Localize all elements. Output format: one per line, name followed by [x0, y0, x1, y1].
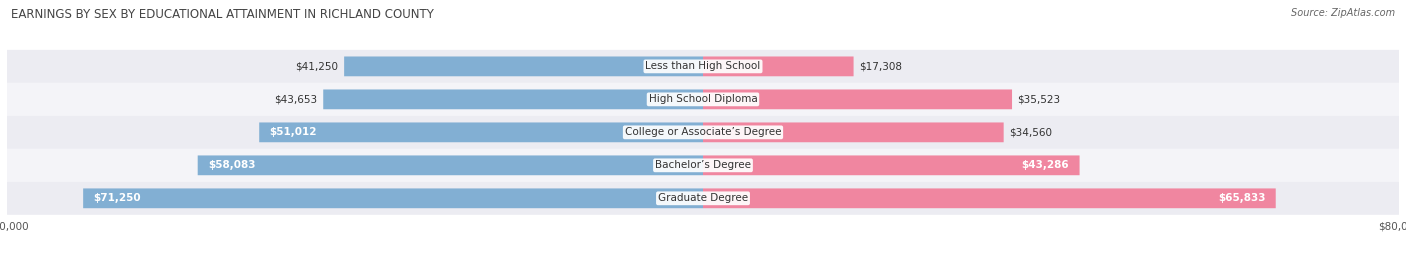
Text: Less than High School: Less than High School	[645, 61, 761, 71]
Text: $71,250: $71,250	[94, 193, 141, 203]
Text: Bachelor’s Degree: Bachelor’s Degree	[655, 160, 751, 170]
Text: $35,523: $35,523	[1018, 94, 1060, 104]
FancyBboxPatch shape	[7, 116, 1399, 149]
Text: $65,833: $65,833	[1218, 193, 1265, 203]
Text: EARNINGS BY SEX BY EDUCATIONAL ATTAINMENT IN RICHLAND COUNTY: EARNINGS BY SEX BY EDUCATIONAL ATTAINMEN…	[11, 8, 434, 21]
Text: College or Associate’s Degree: College or Associate’s Degree	[624, 127, 782, 137]
FancyBboxPatch shape	[344, 57, 703, 76]
FancyBboxPatch shape	[703, 155, 1080, 175]
Text: $51,012: $51,012	[270, 127, 318, 137]
Text: $43,286: $43,286	[1022, 160, 1069, 170]
FancyBboxPatch shape	[198, 155, 703, 175]
FancyBboxPatch shape	[83, 188, 703, 208]
Text: $41,250: $41,250	[295, 61, 339, 71]
FancyBboxPatch shape	[7, 149, 1399, 182]
FancyBboxPatch shape	[7, 182, 1399, 215]
Text: $43,653: $43,653	[274, 94, 318, 104]
Text: $17,308: $17,308	[859, 61, 903, 71]
FancyBboxPatch shape	[703, 122, 1004, 142]
FancyBboxPatch shape	[7, 83, 1399, 116]
Text: Source: ZipAtlas.com: Source: ZipAtlas.com	[1291, 8, 1395, 18]
FancyBboxPatch shape	[323, 90, 703, 109]
FancyBboxPatch shape	[703, 90, 1012, 109]
FancyBboxPatch shape	[703, 188, 1275, 208]
Text: $58,083: $58,083	[208, 160, 256, 170]
Text: High School Diploma: High School Diploma	[648, 94, 758, 104]
Text: $34,560: $34,560	[1010, 127, 1052, 137]
FancyBboxPatch shape	[7, 50, 1399, 83]
FancyBboxPatch shape	[259, 122, 703, 142]
FancyBboxPatch shape	[703, 57, 853, 76]
Text: Graduate Degree: Graduate Degree	[658, 193, 748, 203]
